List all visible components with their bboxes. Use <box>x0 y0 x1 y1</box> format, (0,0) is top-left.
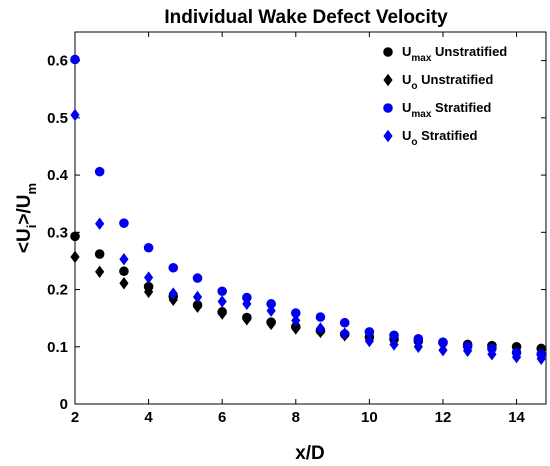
point-circle <box>70 54 80 65</box>
x-tick-label: 10 <box>361 409 378 426</box>
point-circle <box>143 242 154 253</box>
point-diamond <box>266 317 276 331</box>
legend-label: Uo Stratified <box>402 128 478 148</box>
legend-entry: Umax Unstratified <box>383 44 507 64</box>
x-tick-label: 2 <box>71 409 79 426</box>
legend-marker <box>383 73 393 87</box>
point-circle <box>119 218 129 228</box>
point-diamond <box>242 313 252 326</box>
data-markers <box>70 54 547 365</box>
point-circle <box>315 312 326 322</box>
x-tick-label: 12 <box>435 409 452 426</box>
point-circle <box>119 266 129 277</box>
point-circle <box>266 299 276 309</box>
point-diamond <box>242 297 252 311</box>
legend-label: Umax Stratified <box>402 100 491 120</box>
point-diamond <box>438 344 448 357</box>
x-tick-label: 8 <box>292 409 300 426</box>
point-circle <box>168 262 179 273</box>
y-tick-label: 0.3 <box>47 224 68 241</box>
chart-title: Individual Wake Defect Velocity <box>164 7 448 28</box>
point-circle <box>94 249 105 259</box>
point-diamond <box>143 271 154 284</box>
point-circle <box>364 327 375 337</box>
point-circle <box>94 166 105 177</box>
point-circle <box>389 330 399 341</box>
point-diamond <box>119 253 129 266</box>
point-diamond <box>291 322 301 335</box>
legend-entry: Uo Unstratified <box>383 72 493 92</box>
x-tick-label: 4 <box>144 409 153 426</box>
point-diamond <box>70 250 80 264</box>
series-3 <box>70 108 546 365</box>
point-diamond <box>119 277 129 290</box>
y-tick-label: 0.1 <box>47 339 68 356</box>
y-tick-label: 0.2 <box>47 282 68 299</box>
point-diamond <box>70 108 80 122</box>
point-diamond <box>95 217 105 230</box>
point-diamond <box>217 307 227 320</box>
point-diamond <box>95 265 105 278</box>
legend-entry: Uo Stratified <box>383 128 478 148</box>
y-tick-label: 0.6 <box>47 53 68 70</box>
point-diamond <box>340 327 350 340</box>
point-diamond <box>364 334 374 348</box>
point-diamond <box>389 338 399 351</box>
x-tick-label: 6 <box>218 409 226 426</box>
point-diamond <box>192 300 203 313</box>
legend-marker <box>383 47 393 57</box>
point-diamond <box>291 314 301 327</box>
point-diamond <box>463 344 473 357</box>
point-diamond <box>511 350 522 364</box>
point-diamond <box>192 290 203 304</box>
x-axis-label: x/D <box>295 443 325 464</box>
point-circle <box>438 337 448 347</box>
y-tick-label: 0 <box>60 396 68 413</box>
x-tick-label: 14 <box>508 409 525 426</box>
x-axis: 2 4 6 8 10 12 14 <box>71 32 526 426</box>
point-diamond <box>536 352 546 365</box>
plot-area <box>74 31 547 405</box>
point-circle <box>290 308 301 318</box>
legend-label: Umax Unstratified <box>402 44 507 64</box>
point-circle <box>242 292 252 303</box>
legend: Umax Unstratified Uo Unstratified Umax Str… <box>383 44 507 148</box>
point-diamond <box>217 295 227 308</box>
point-diamond <box>266 304 276 317</box>
point-circle <box>70 231 80 242</box>
point-diamond <box>168 287 178 300</box>
point-circle <box>339 317 350 328</box>
point-diamond <box>143 285 154 299</box>
point-diamond <box>168 293 178 307</box>
point-diamond <box>413 340 423 353</box>
legend-marker <box>383 103 393 113</box>
legend-entry: Umax Stratified <box>383 100 491 120</box>
point-circle <box>217 286 227 297</box>
y-tick-label: 0.5 <box>47 110 68 127</box>
point-diamond <box>315 322 326 335</box>
point-diamond <box>487 348 497 361</box>
y-axis-label: <Ui>/Um <box>14 183 39 253</box>
y-axis: 0 0.1 0.2 0.3 0.4 0.5 0.6 <box>47 53 546 413</box>
point-circle <box>413 333 424 344</box>
legend-marker <box>383 129 393 143</box>
legend-label: Uo Unstratified <box>402 72 493 92</box>
y-tick-label: 0.4 <box>47 167 69 184</box>
point-circle <box>192 273 203 283</box>
